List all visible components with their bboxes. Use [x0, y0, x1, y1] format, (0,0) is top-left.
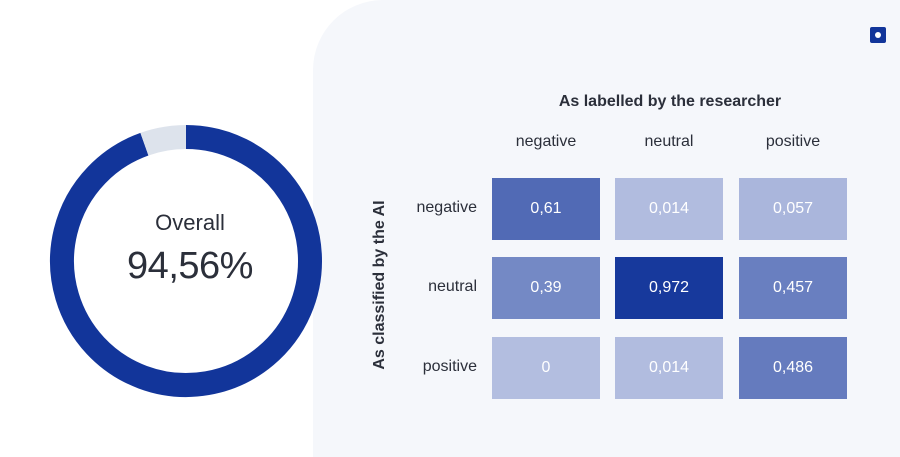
matrix-cell-negative-negative: 0,61	[492, 178, 600, 240]
row-label-negative: negative	[416, 199, 478, 216]
row-label-neutral: neutral	[428, 278, 477, 295]
overall-donut-chart	[50, 125, 322, 397]
x-axis-title: As labelled by the researcher	[558, 93, 782, 110]
column-label-negative: negative	[515, 133, 577, 150]
column-label-positive: positive	[765, 133, 821, 150]
donut-slice-incorrect	[140, 125, 187, 156]
y-axis-title: As classified by the AI	[371, 200, 388, 370]
matrix-cell-neutral-positive: 0,457	[739, 257, 847, 319]
logo-icon	[870, 27, 886, 43]
column-label-neutral: neutral	[644, 133, 694, 150]
matrix-cell-positive-positive: 0,486	[739, 337, 847, 399]
matrix-cell-neutral-negative: 0,39	[492, 257, 600, 319]
matrix-cell-positive-neutral: 0,014	[615, 337, 723, 399]
matrix-cell-negative-neutral: 0,014	[615, 178, 723, 240]
donut-slice-correct	[50, 125, 322, 397]
matrix-cell-positive-negative: 0	[492, 337, 600, 399]
row-label-positive: positive	[422, 358, 477, 375]
donut-title: Overall	[155, 210, 225, 235]
donut-value: 94,56%	[127, 245, 253, 287]
matrix-cell-neutral-neutral: 0,972	[615, 257, 723, 319]
matrix-cell-negative-positive: 0,057	[739, 178, 847, 240]
